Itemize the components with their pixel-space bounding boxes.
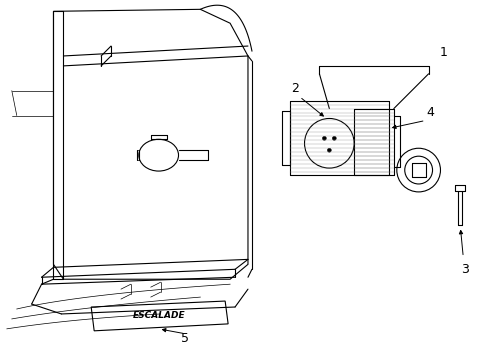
Circle shape bbox=[326, 148, 331, 152]
Text: 4: 4 bbox=[426, 106, 434, 119]
Circle shape bbox=[322, 136, 325, 140]
Text: 3: 3 bbox=[460, 263, 468, 276]
Circle shape bbox=[332, 136, 336, 140]
Text: ESCALADE: ESCALADE bbox=[132, 311, 184, 320]
Text: 5: 5 bbox=[181, 332, 189, 345]
Text: 1: 1 bbox=[439, 46, 447, 59]
Circle shape bbox=[304, 118, 353, 168]
Text: 2: 2 bbox=[290, 82, 298, 95]
